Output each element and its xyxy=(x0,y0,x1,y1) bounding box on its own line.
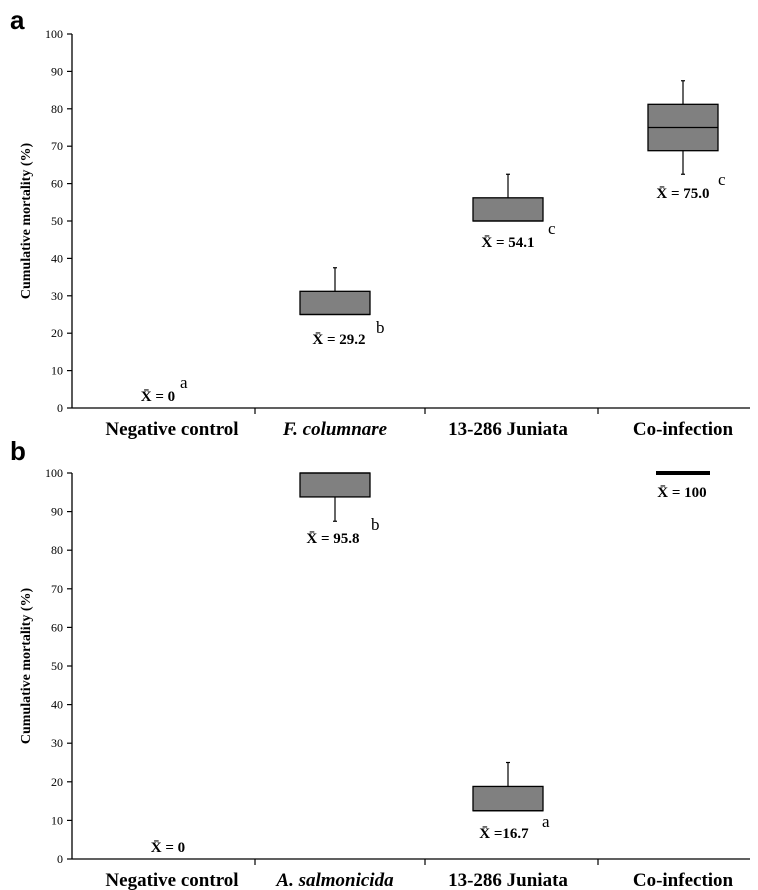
panel-b: b 0 10 20 30 40 50 60 70 80 90 100 Cumulative mortal… xyxy=(10,436,750,890)
y-tick-label: 60 xyxy=(51,177,63,191)
mean-label: X̄ = 100 xyxy=(657,485,706,501)
y-tick-label: 20 xyxy=(51,326,63,340)
y-tick-label: 50 xyxy=(51,214,63,228)
y-tick-label: 80 xyxy=(51,102,63,116)
mean-label: X̄ = 95.8 xyxy=(306,531,359,547)
y-tick-label: 50 xyxy=(51,659,63,673)
mean-label: X̄ =16.7 xyxy=(479,826,529,842)
box xyxy=(472,197,544,222)
x-category-label: Negative control xyxy=(105,870,238,890)
box xyxy=(299,290,371,316)
x-category-label: F. columnare xyxy=(282,419,388,440)
y-tick-label: 0 xyxy=(57,852,63,866)
y-tick-label: 10 xyxy=(51,813,63,827)
significance-letter: c xyxy=(548,219,556,238)
mean-label: X̄ = 0 xyxy=(151,840,185,856)
y-tick-label: 30 xyxy=(51,289,63,303)
y-tick-label: 60 xyxy=(51,620,63,634)
y-tick-label: 30 xyxy=(51,736,63,750)
y-tick-label: 100 xyxy=(45,466,63,480)
y-tick-label: 80 xyxy=(51,543,63,557)
y-tick-label: 70 xyxy=(51,139,63,153)
y-axis-label: Cumulative mortality (%) xyxy=(19,588,34,745)
box xyxy=(472,785,544,812)
panel-letter: a xyxy=(10,5,25,35)
y-tick-label: 40 xyxy=(51,251,63,265)
x-category-label: Negative control xyxy=(105,419,238,440)
x-category-label: Co-infection xyxy=(633,870,734,890)
x-category-label: 13-286 Juniata xyxy=(448,870,568,890)
x-category-label: A. salmonicida xyxy=(275,870,394,890)
y-tick-label: 40 xyxy=(51,698,63,712)
panel-letter: b xyxy=(10,436,26,466)
mean-label: X̄ = 29.2 xyxy=(312,332,365,348)
significance-letter: a xyxy=(542,812,550,831)
box xyxy=(299,472,371,498)
significance-letter: c xyxy=(718,170,726,189)
x-category-label: 13-286 Juniata xyxy=(448,419,568,440)
significance-letter: a xyxy=(180,373,188,392)
y-tick-label: 0 xyxy=(57,401,63,415)
y-axis-label: Cumulative mortality (%) xyxy=(19,143,34,300)
mean-label: X̄ = 0 xyxy=(141,389,175,405)
y-tick-label: 100 xyxy=(45,27,63,41)
panel-a: a 0 10 20 30 40 50 60 70 80 90 100 Cumulative mortal… xyxy=(10,5,750,440)
y-tick-label: 90 xyxy=(51,505,63,519)
mean-label: X̄ = 54.1 xyxy=(481,235,534,251)
x-category-label: Co-infection xyxy=(633,419,734,440)
y-tick-label: 70 xyxy=(51,582,63,596)
y-tick-label: 10 xyxy=(51,364,63,378)
significance-letter: b xyxy=(376,318,385,337)
significance-letter: b xyxy=(371,515,380,534)
y-tick-label: 20 xyxy=(51,775,63,789)
mean-label: X̄ = 75.0 xyxy=(656,186,709,202)
y-tick-label: 90 xyxy=(51,64,63,78)
